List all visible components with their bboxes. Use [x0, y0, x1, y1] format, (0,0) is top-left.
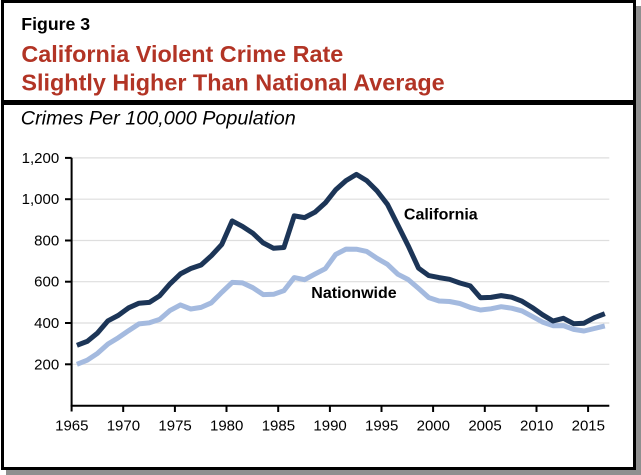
svg-text:1965: 1965: [55, 418, 88, 435]
svg-text:1990: 1990: [313, 418, 346, 435]
svg-text:600: 600: [34, 274, 59, 291]
svg-text:2000: 2000: [417, 418, 450, 435]
svg-text:Figure 3: Figure 3: [21, 14, 90, 34]
svg-text:Slightly Higher Than National: Slightly Higher Than National Average: [21, 70, 444, 96]
svg-text:1975: 1975: [158, 418, 191, 435]
svg-text:2010: 2010: [520, 418, 553, 435]
svg-text:1970: 1970: [107, 418, 140, 435]
svg-text:400: 400: [34, 315, 59, 332]
svg-text:Nationwide: Nationwide: [311, 285, 396, 302]
svg-text:Crimes Per 100,000 Population: Crimes Per 100,000 Population: [21, 107, 296, 129]
svg-text:1980: 1980: [210, 418, 243, 435]
svg-text:1985: 1985: [262, 418, 295, 435]
svg-text:1995: 1995: [365, 418, 398, 435]
svg-text:2005: 2005: [468, 418, 501, 435]
svg-text:1,200: 1,200: [22, 150, 60, 167]
svg-text:California: California: [404, 207, 478, 224]
svg-text:2015: 2015: [572, 418, 605, 435]
svg-text:200: 200: [34, 356, 59, 373]
svg-text:California Violent Crime Rate: California Violent Crime Rate: [21, 41, 343, 67]
svg-text:800: 800: [34, 233, 59, 250]
svg-text:1,000: 1,000: [22, 191, 60, 208]
